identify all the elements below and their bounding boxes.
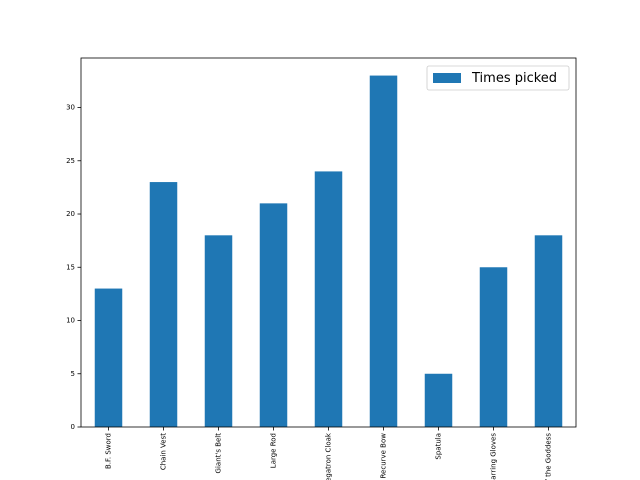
x-tick-label: B.F. Sword: [105, 433, 113, 469]
y-tick-label: 25: [66, 157, 75, 165]
x-tick-label: Recurve Bow: [380, 433, 388, 479]
y-tick-label: 5: [71, 370, 75, 378]
bar: [149, 182, 178, 427]
y-tick-label: 10: [66, 317, 75, 325]
bar: [259, 203, 288, 427]
plot-frame: [80, 57, 577, 428]
x-tick-label: Tear of the Goddess: [545, 433, 553, 480]
x-tick-label: Large Rod: [270, 433, 278, 468]
bar: [424, 373, 453, 427]
x-tick-label: Giant's Belt: [215, 433, 223, 474]
bar: [204, 235, 233, 427]
y-tick-label: 15: [66, 263, 75, 271]
bar: [479, 267, 508, 427]
x-tick-label: Spatula: [435, 433, 443, 460]
y-tick-label: 20: [66, 210, 75, 218]
bar: [534, 235, 563, 427]
x-tick-label: Chain Vest: [160, 433, 168, 470]
legend-swatch: [433, 73, 461, 83]
bar: [314, 171, 343, 427]
y-tick-label: 30: [66, 104, 75, 112]
x-tick-label: Negatron Cloak: [325, 432, 333, 480]
x-tick-label: Sparring Gloves: [490, 433, 498, 480]
legend-box: [426, 65, 570, 91]
bar: [94, 288, 123, 427]
y-tick-label: 0: [71, 423, 75, 431]
legend-label: Times picked: [471, 71, 557, 86]
bar: [369, 75, 398, 428]
